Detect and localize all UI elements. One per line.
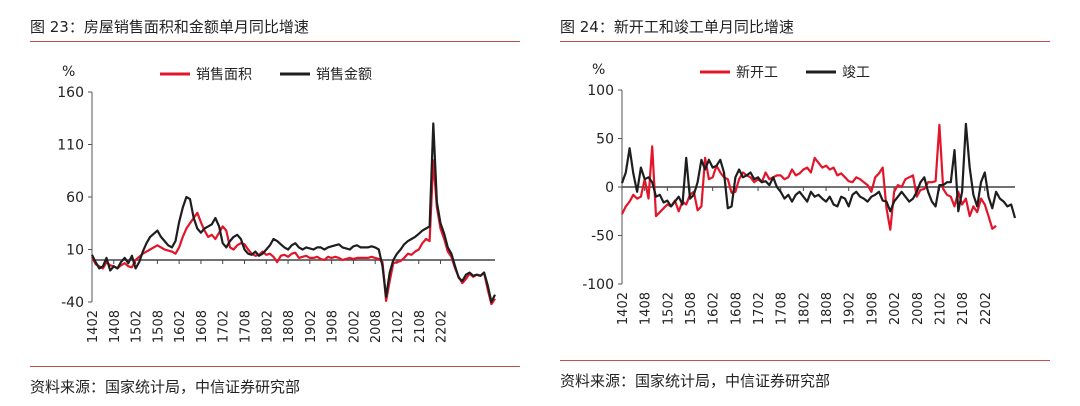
- x-tick-label: 1408: [639, 292, 654, 325]
- y-tick-label: 60: [66, 190, 84, 206]
- x-tick-label: 1908: [326, 310, 341, 343]
- legend-label: 新开工: [736, 65, 778, 81]
- y-tick-label: 110: [57, 138, 84, 154]
- y-tick-label: -40: [61, 295, 84, 311]
- legend-label: 销售金额: [316, 67, 372, 83]
- figure-title: 图 23：房屋销售面积和金额单月同比增速: [30, 18, 309, 36]
- x-tick-label: 1508: [151, 310, 166, 343]
- x-tick-label: 1602: [173, 310, 188, 343]
- x-tick-label: 2202: [979, 292, 994, 325]
- title-rule: [560, 41, 1050, 42]
- x-tick-label: 1808: [282, 310, 297, 343]
- sales-growth-chart: % -40 10 60 110 160 1402 1408 1502 1508 1602 1608 17…: [57, 64, 496, 343]
- x-tick-label: 1508: [684, 292, 699, 325]
- x-tick-label: 1402: [86, 310, 101, 343]
- y-tick-label: -50: [591, 229, 614, 245]
- figure-title: 图 24：新开工和竣工单月同比增速: [560, 18, 794, 36]
- y-tick-label: 100: [587, 83, 614, 99]
- x-tick-label: 2102: [391, 310, 406, 343]
- y-tick-label: 0: [605, 180, 614, 196]
- x-tick-label: 2008: [369, 310, 384, 343]
- x-tick-label: 2108: [413, 310, 428, 343]
- x-tick-label: 1408: [108, 310, 123, 343]
- source-rule: [560, 360, 1050, 361]
- x-tick-label: 1902: [843, 292, 858, 325]
- y-tick-label: 10: [66, 243, 84, 259]
- source-rule: [30, 366, 520, 367]
- y-tick-label: -100: [582, 277, 614, 293]
- x-tick-label: 1708: [775, 292, 790, 325]
- x-tick-label: 1702: [752, 292, 767, 325]
- x-tick-label: 1402: [616, 292, 631, 325]
- y-unit-label: %: [62, 64, 75, 80]
- x-tick-label: 2008: [911, 292, 926, 325]
- series-line-secondary: [620, 122, 1017, 219]
- y-unit-label: %: [592, 62, 605, 78]
- x-tick-label: 2102: [933, 292, 948, 325]
- left-chart-panel: 图 23：房屋销售面积和金额单月同比增速 % -40 10 60 110 160 1402 1…: [30, 0, 520, 406]
- x-tick-label: 1608: [729, 292, 744, 325]
- x-tick-label: 1702: [217, 310, 232, 343]
- series-line-secondary: [91, 122, 496, 304]
- series-line-primary: [91, 159, 496, 306]
- x-tick-label: 1802: [260, 310, 275, 343]
- construction-growth-chart: % -100 -50 0 50 100 1402 1408 1502 1508 1602 1608 17…: [582, 62, 1017, 325]
- x-tick-label: 2108: [956, 292, 971, 325]
- source-note: 资料来源：国家统计局，中信证券研究部: [560, 372, 831, 390]
- x-tick-label: 1808: [820, 292, 835, 325]
- x-tick-label: 1908: [865, 292, 880, 325]
- x-tick-label: 1602: [707, 292, 722, 325]
- x-tick-label: 1802: [797, 292, 812, 325]
- source-note: 资料来源：国家统计局，中信证券研究部: [30, 378, 301, 396]
- x-tick-label: 2002: [347, 310, 362, 343]
- x-tick-label: 1608: [195, 310, 210, 343]
- x-tick-label: 2202: [435, 310, 450, 343]
- x-tick-label: 1502: [130, 310, 145, 343]
- series-line-primary: [621, 123, 997, 231]
- title-rule: [30, 41, 520, 42]
- x-tick-label: 1502: [661, 292, 676, 325]
- x-tick-label: 1902: [304, 310, 319, 343]
- x-tick-label: 2002: [888, 292, 903, 325]
- y-tick-label: 160: [57, 85, 84, 101]
- legend-label: 销售面积: [196, 67, 252, 83]
- right-chart-panel: 图 24：新开工和竣工单月同比增速 % -100 -50 0 50 100 1402 1408…: [560, 0, 1050, 406]
- y-tick-label: 50: [596, 132, 614, 148]
- x-tick-label: 1708: [238, 310, 253, 343]
- legend-label: 竣工: [842, 65, 870, 81]
